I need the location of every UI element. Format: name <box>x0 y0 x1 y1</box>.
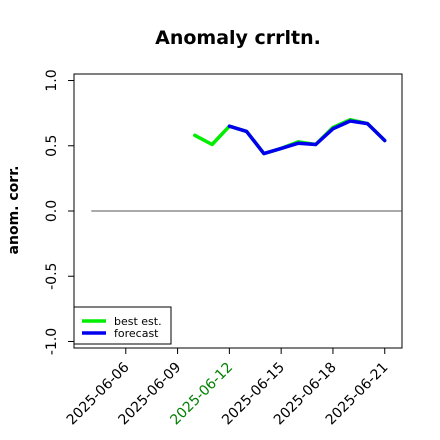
plot-area: -1.0-0.50.00.51.02025-06-062025-06-09202… <box>44 69 403 428</box>
legend: best est.forecast <box>73 306 172 345</box>
series-line-forecast <box>227 119 387 156</box>
y-tick-label: -0.5 <box>44 263 60 290</box>
y-tick-label: 0.0 <box>44 200 60 222</box>
legend-label: best est. <box>114 315 162 328</box>
legend-label: forecast <box>114 327 159 340</box>
y-tick-label: -1.0 <box>44 328 60 355</box>
legend-box <box>73 306 172 345</box>
chart-title: Anomaly crrltn. <box>155 27 321 49</box>
series-line-best-est <box>193 117 387 156</box>
y-tick-label: 0.5 <box>44 135 60 157</box>
y-tick-label: 1.0 <box>44 69 60 91</box>
y-axis-label: anom. corr. <box>6 166 22 255</box>
